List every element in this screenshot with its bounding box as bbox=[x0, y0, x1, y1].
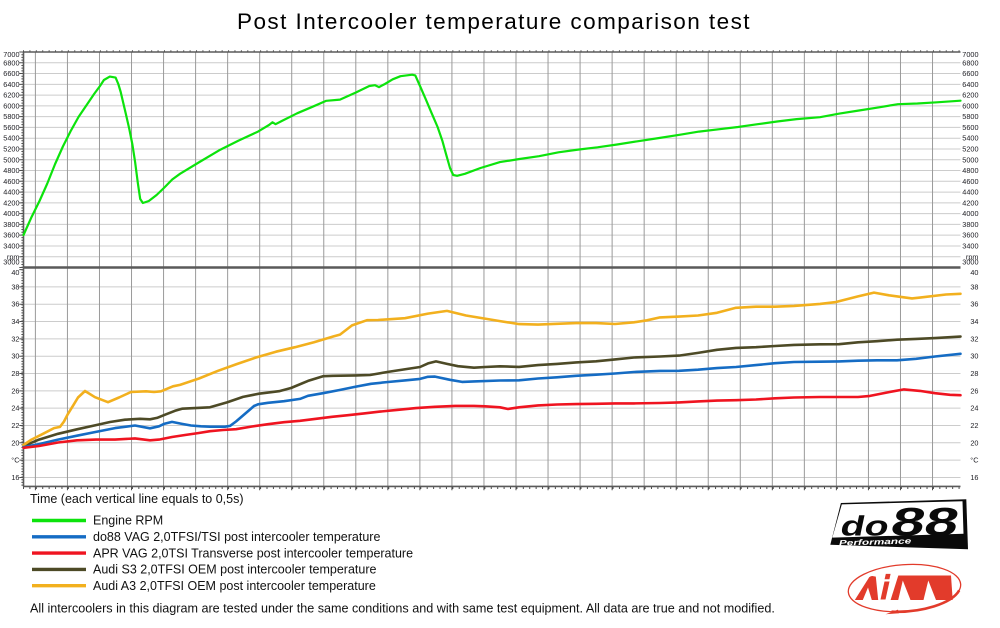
svg-text:5200: 5200 bbox=[3, 144, 19, 153]
svg-text:rpm: rpm bbox=[7, 253, 20, 262]
svg-text:16: 16 bbox=[11, 473, 19, 482]
svg-text:20: 20 bbox=[11, 438, 19, 447]
svg-text:All intercoolers in this diagr: All intercoolers in this diagram are tes… bbox=[30, 602, 775, 616]
svg-text:88: 88 bbox=[887, 500, 963, 544]
svg-text:Post Intercooler temperature c: Post Intercooler temperature comparison … bbox=[237, 9, 751, 34]
svg-text:5600: 5600 bbox=[962, 123, 978, 132]
svg-text:40: 40 bbox=[970, 268, 978, 277]
svg-text:4200: 4200 bbox=[3, 198, 19, 207]
svg-text:Audi A3 2,0TFSI OEM post inter: Audi A3 2,0TFSI OEM post intercooler tem… bbox=[93, 579, 376, 593]
svg-text:3600: 3600 bbox=[962, 231, 978, 240]
svg-text:6400: 6400 bbox=[962, 80, 978, 89]
svg-text:6600: 6600 bbox=[962, 69, 978, 78]
svg-text:°C: °C bbox=[11, 456, 19, 465]
svg-text:4000: 4000 bbox=[962, 209, 978, 218]
svg-text:38: 38 bbox=[970, 282, 978, 291]
svg-text:26: 26 bbox=[970, 386, 978, 395]
svg-text:6000: 6000 bbox=[962, 101, 978, 110]
svg-text:5800: 5800 bbox=[3, 112, 19, 121]
svg-text:APR VAG 2,0TSI Transverse post: APR VAG 2,0TSI Transverse post intercool… bbox=[93, 546, 413, 560]
svg-text:40: 40 bbox=[11, 268, 19, 277]
svg-text:4600: 4600 bbox=[962, 177, 978, 186]
svg-text:5200: 5200 bbox=[962, 144, 978, 153]
svg-text:do88 VAG 2,0TFSI/TSI post inte: do88 VAG 2,0TFSI/TSI post intercooler te… bbox=[93, 530, 380, 544]
svg-text:22: 22 bbox=[970, 421, 978, 430]
svg-text:16: 16 bbox=[970, 473, 978, 482]
svg-text:32: 32 bbox=[11, 334, 19, 343]
svg-text:3400: 3400 bbox=[3, 241, 19, 250]
svg-text:4400: 4400 bbox=[3, 188, 19, 197]
svg-text:28: 28 bbox=[11, 369, 19, 378]
svg-text:Engine RPM: Engine RPM bbox=[93, 514, 163, 528]
svg-text:6200: 6200 bbox=[962, 91, 978, 100]
svg-text:3800: 3800 bbox=[962, 220, 978, 229]
svg-text:26: 26 bbox=[11, 386, 19, 395]
svg-text:4800: 4800 bbox=[3, 166, 19, 175]
svg-text:34: 34 bbox=[11, 317, 19, 326]
svg-text:4200: 4200 bbox=[962, 198, 978, 207]
svg-text:24: 24 bbox=[11, 404, 19, 413]
svg-text:4600: 4600 bbox=[3, 177, 19, 186]
svg-text:3800: 3800 bbox=[3, 220, 19, 229]
svg-text:32: 32 bbox=[970, 334, 978, 343]
svg-text:7000: 7000 bbox=[962, 50, 978, 59]
svg-text:5400: 5400 bbox=[3, 134, 19, 143]
svg-text:24: 24 bbox=[970, 404, 978, 413]
svg-text:rpm: rpm bbox=[966, 253, 979, 262]
svg-text:3600: 3600 bbox=[3, 231, 19, 240]
svg-text:3400: 3400 bbox=[962, 241, 978, 250]
svg-text:4800: 4800 bbox=[962, 166, 978, 175]
svg-text:22: 22 bbox=[11, 421, 19, 430]
svg-text:Audi S3 2,0TFSI OEM post inter: Audi S3 2,0TFSI OEM post intercooler tem… bbox=[93, 563, 377, 577]
svg-text:3000: 3000 bbox=[3, 258, 19, 267]
svg-text:6800: 6800 bbox=[3, 58, 19, 67]
svg-text:°C: °C bbox=[970, 456, 978, 465]
svg-text:3000: 3000 bbox=[962, 258, 978, 267]
svg-text:Time (each vertical line equal: Time (each vertical line equals to 0,5s) bbox=[30, 492, 244, 506]
svg-text:34: 34 bbox=[970, 317, 978, 326]
svg-text:do: do bbox=[838, 511, 892, 542]
svg-text:5000: 5000 bbox=[962, 155, 978, 164]
svg-text:6000: 6000 bbox=[3, 101, 19, 110]
svg-text:6200: 6200 bbox=[3, 91, 19, 100]
svg-text:5000: 5000 bbox=[3, 155, 19, 164]
svg-text:36: 36 bbox=[970, 300, 978, 309]
svg-text:20: 20 bbox=[970, 438, 978, 447]
svg-text:5400: 5400 bbox=[962, 134, 978, 143]
svg-text:5800: 5800 bbox=[962, 112, 978, 121]
svg-text:6400: 6400 bbox=[3, 80, 19, 89]
svg-text:4000: 4000 bbox=[3, 209, 19, 218]
svg-text:6600: 6600 bbox=[3, 69, 19, 78]
svg-text:5600: 5600 bbox=[3, 123, 19, 132]
svg-text:38: 38 bbox=[11, 282, 19, 291]
svg-text:30: 30 bbox=[11, 352, 19, 361]
svg-text:30: 30 bbox=[970, 352, 978, 361]
svg-text:6800: 6800 bbox=[962, 58, 978, 67]
svg-text:7000: 7000 bbox=[3, 50, 19, 59]
svg-text:Performance: Performance bbox=[839, 537, 912, 548]
svg-text:36: 36 bbox=[11, 300, 19, 309]
svg-text:28: 28 bbox=[970, 369, 978, 378]
svg-text:4400: 4400 bbox=[962, 188, 978, 197]
